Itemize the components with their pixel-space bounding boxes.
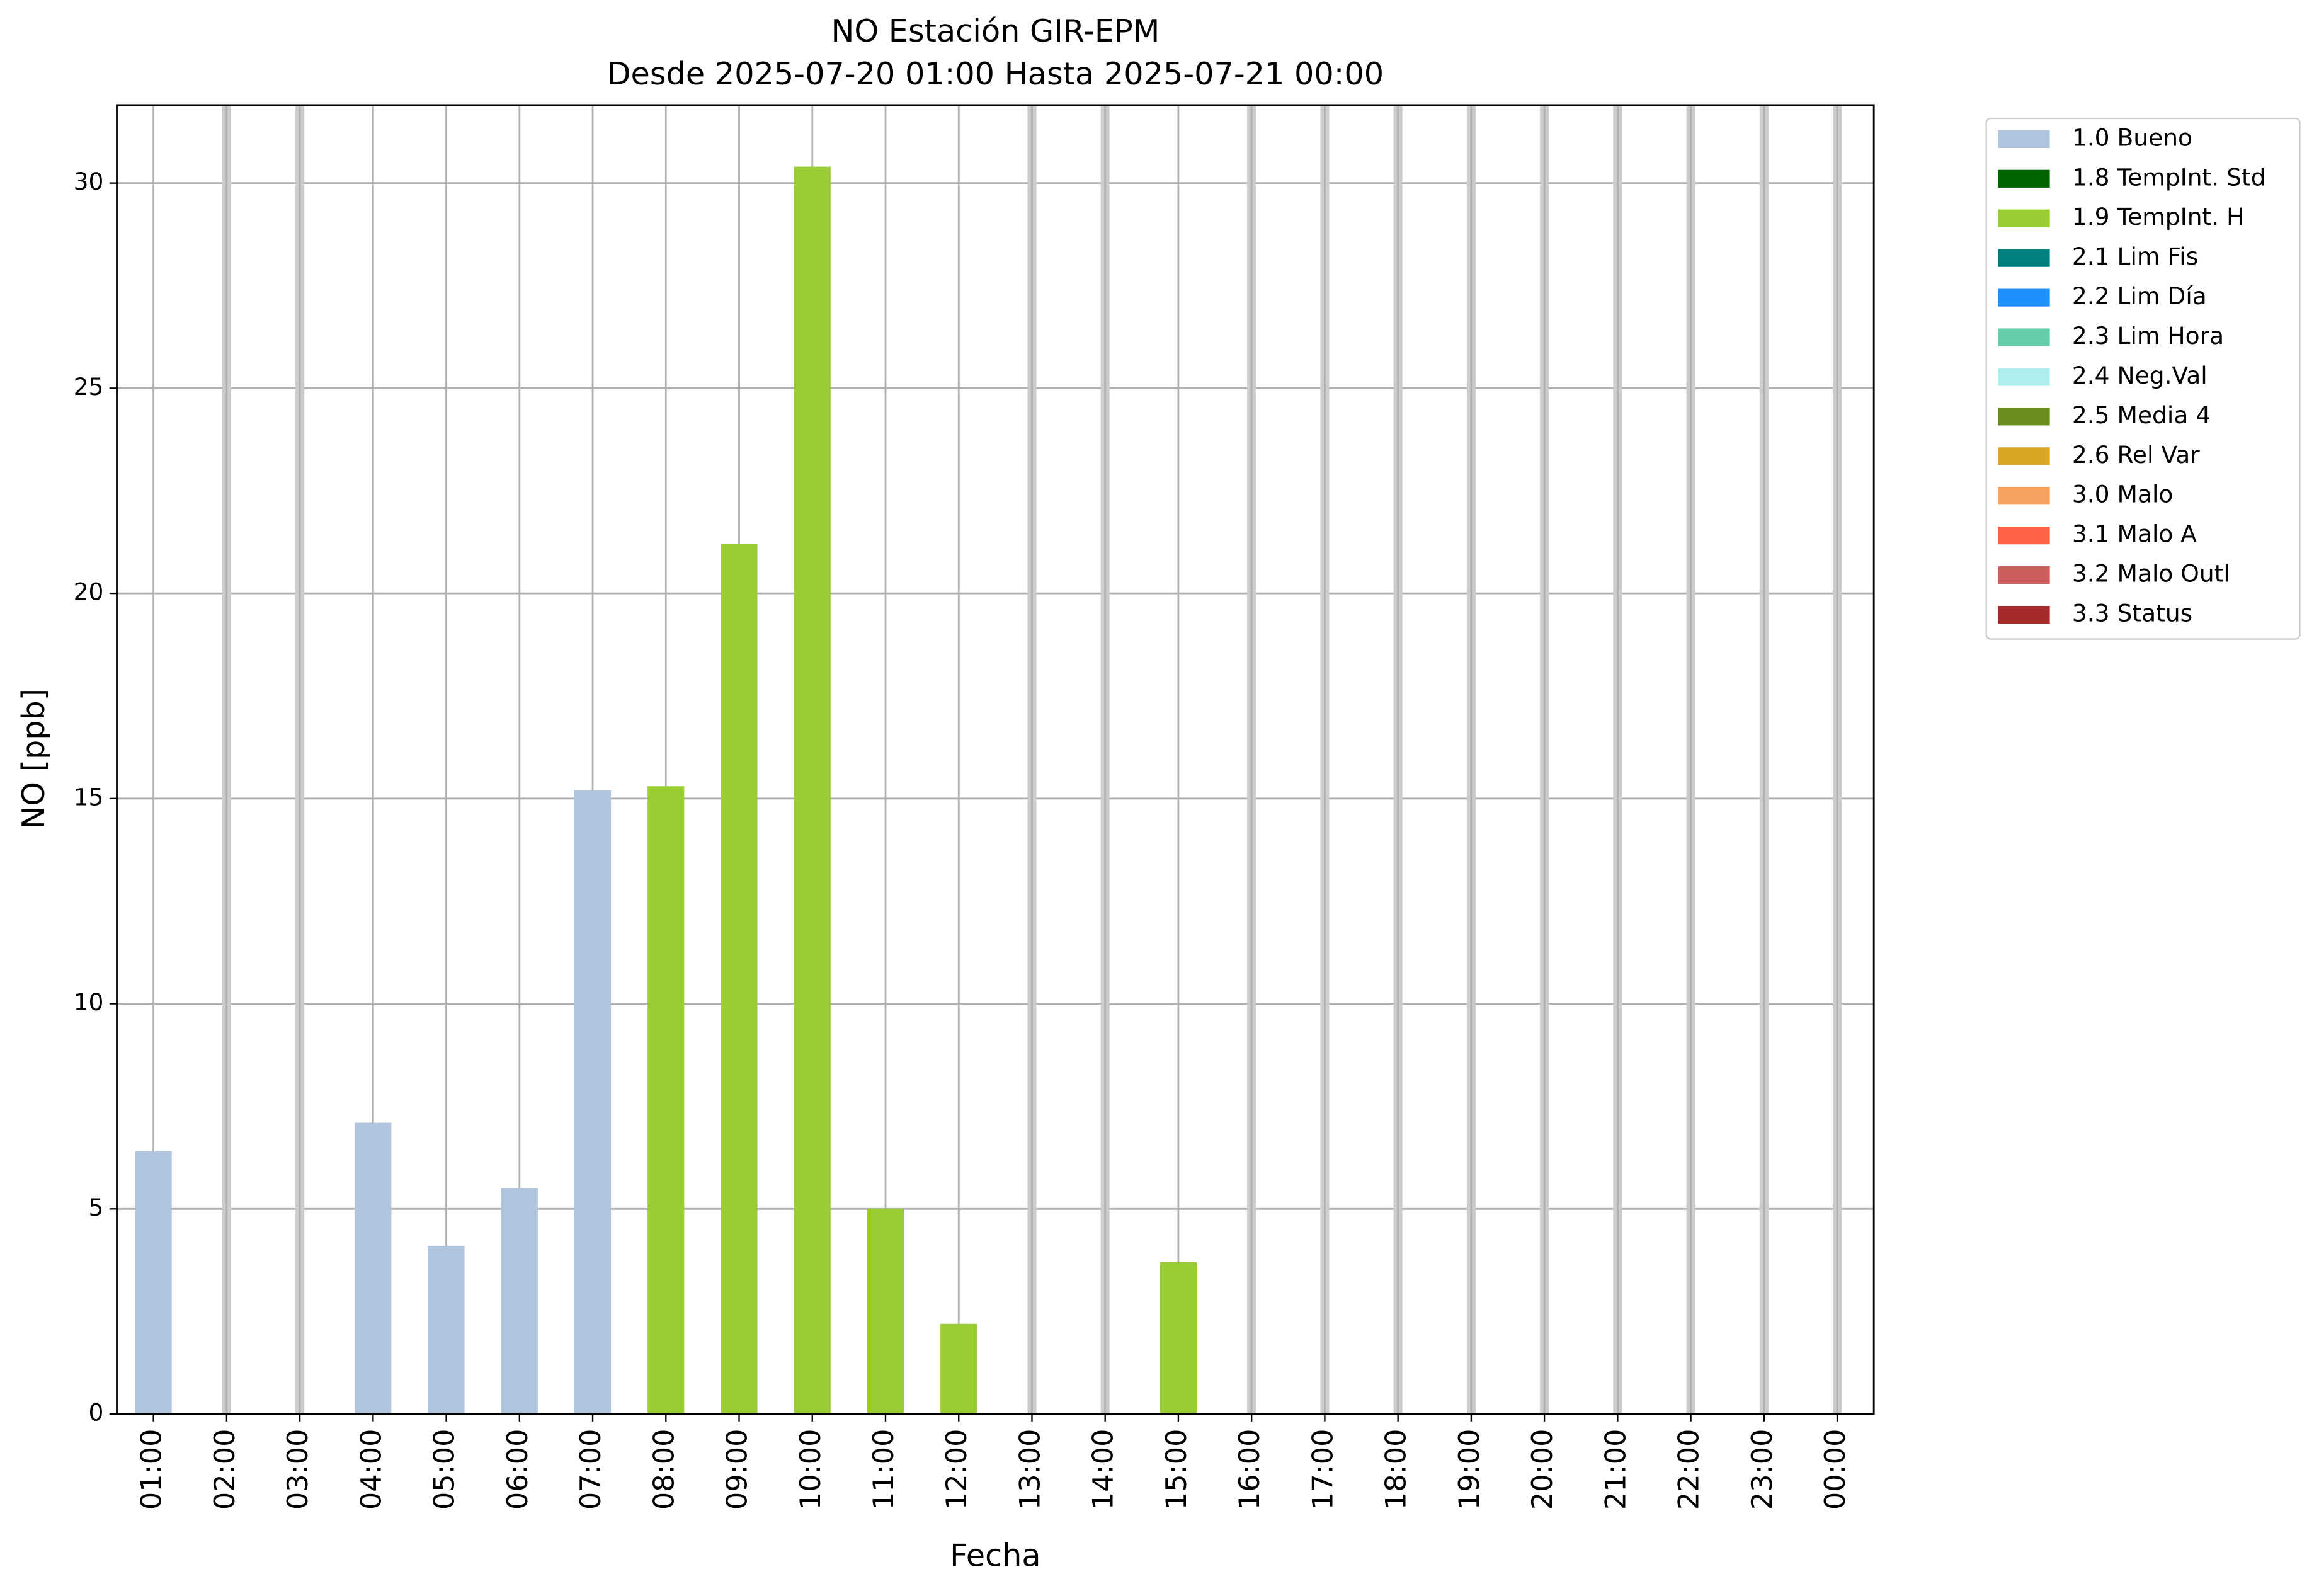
- chart-title: NO Estación GIR-EPM Desde 2025-07-20 01:0…: [607, 12, 1384, 91]
- x-tick-label: 19:00: [1453, 1429, 1486, 1510]
- bar: [940, 1323, 977, 1415]
- legend-swatch: [1998, 288, 2050, 307]
- x-tick-label: 12:00: [940, 1429, 973, 1510]
- bar: [647, 786, 685, 1415]
- y-tick-label: 20: [74, 578, 104, 606]
- x-tick-label: 05:00: [428, 1429, 461, 1510]
- y-tick-label: 5: [88, 1194, 103, 1221]
- legend-label: 1.9 TempInt. H: [2072, 203, 2245, 231]
- legend-box: [1985, 117, 2301, 640]
- legend-swatch: [1998, 566, 2050, 584]
- y-tick-label: 30: [74, 168, 104, 195]
- y-tick-label: 0: [88, 1399, 103, 1427]
- bar: [428, 1245, 465, 1415]
- y-tick-label: 10: [74, 988, 104, 1016]
- bar: [501, 1188, 538, 1415]
- x-tick-label: 08:00: [647, 1429, 680, 1510]
- bar: [721, 544, 758, 1415]
- plot-frame: [116, 104, 1875, 1415]
- x-tick-label: 20:00: [1526, 1429, 1559, 1510]
- legend-swatch: [1998, 130, 2050, 148]
- x-tick-label: 13:00: [1013, 1429, 1046, 1510]
- x-tick-label: 04:00: [355, 1429, 387, 1510]
- x-tick-label: 21:00: [1599, 1429, 1632, 1510]
- x-tick-label: 03:00: [282, 1429, 314, 1510]
- legend-label: 3.1 Malo A: [2072, 520, 2197, 548]
- legend-label: 2.3 Lim Hora: [2072, 322, 2224, 350]
- x-tick-label: 01:00: [135, 1429, 168, 1510]
- x-tick-label: 09:00: [721, 1429, 754, 1510]
- legend-swatch: [1998, 209, 2050, 227]
- legend-swatch: [1998, 328, 2050, 346]
- bar: [867, 1209, 904, 1415]
- y-tick-label: 15: [74, 783, 104, 811]
- legend-swatch: [1998, 169, 2050, 188]
- legend-swatch: [1998, 527, 2050, 545]
- bar: [1160, 1262, 1197, 1415]
- bar: [574, 790, 612, 1415]
- legend-swatch: [1998, 447, 2050, 465]
- x-tick-label: 07:00: [574, 1429, 607, 1510]
- bar: [135, 1151, 172, 1415]
- legend-label: 2.2 Lim Día: [2072, 282, 2207, 310]
- x-tick-label: 10:00: [794, 1429, 827, 1510]
- legend-label: 2.6 Rel Var: [2072, 441, 2200, 469]
- x-tick-label: 17:00: [1306, 1429, 1339, 1510]
- x-tick-label: 06:00: [501, 1429, 534, 1510]
- legend-label: 2.1 Lim Fis: [2072, 242, 2198, 270]
- x-tick-label: 02:00: [208, 1429, 241, 1510]
- chart-title-text: NO Estación GIR-EPM Desde 2025-07-20 01:0…: [607, 12, 1384, 91]
- legend-label: 1.8 TempInt. Std: [2072, 163, 2266, 191]
- x-tick-label: 15:00: [1160, 1429, 1193, 1510]
- x-tick-label: 23:00: [1746, 1429, 1779, 1510]
- legend-swatch: [1998, 368, 2050, 386]
- legend-swatch: [1998, 605, 2050, 624]
- x-tick-label: 18:00: [1380, 1429, 1413, 1510]
- bar: [355, 1122, 392, 1415]
- y-tick-label: 25: [74, 373, 104, 401]
- bar: [794, 166, 831, 1415]
- x-tick-label: 16:00: [1233, 1429, 1266, 1510]
- x-tick-label: 11:00: [867, 1429, 900, 1510]
- y-axis-label: NO [ppb]: [15, 688, 52, 829]
- x-axis-label: Fecha: [950, 1537, 1041, 1573]
- legend-label: 3.2 Malo Outl: [2072, 560, 2230, 588]
- x-tick-label: 00:00: [1819, 1429, 1852, 1510]
- legend-label: 3.0 Malo: [2072, 481, 2174, 508]
- legend-swatch: [1998, 487, 2050, 505]
- legend-swatch: [1998, 408, 2050, 426]
- legend-swatch: [1998, 249, 2050, 267]
- legend-label: 3.3 Status: [2072, 600, 2192, 627]
- legend-label: 2.5 Media 4: [2072, 401, 2211, 429]
- x-tick-label: 14:00: [1087, 1429, 1120, 1510]
- legend-label: 2.4 Neg.Val: [2072, 362, 2208, 389]
- x-tick-label: 22:00: [1673, 1429, 1706, 1510]
- legend-label: 1.0 Bueno: [2072, 123, 2192, 151]
